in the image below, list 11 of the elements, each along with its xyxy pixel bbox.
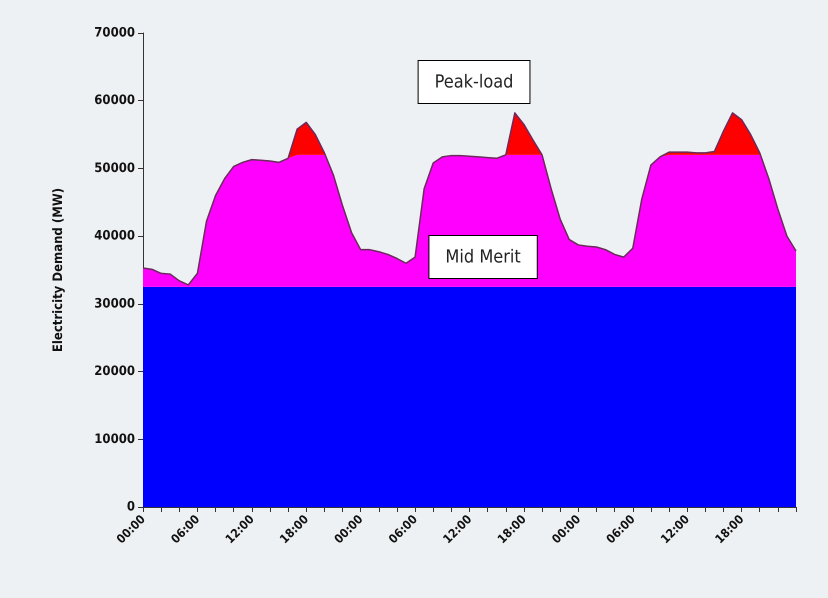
y-tick-label: 20000 — [94, 364, 135, 380]
y-tick-label: 10000 — [94, 432, 135, 447]
y-tick-label: 60000 — [94, 93, 135, 108]
y-axis-title: Electricity Demand (MW) — [51, 188, 66, 352]
y-tick-label: 50000 — [94, 160, 135, 176]
y-tick-label: 30000 — [94, 296, 135, 312]
y-tick-label: 0 — [126, 500, 135, 514]
y-tick-label: 40000 — [94, 228, 135, 244]
series-label: Mid Merit — [445, 246, 521, 268]
y-tick-label: 70000 — [94, 26, 135, 40]
series-label: Peak-load — [434, 72, 514, 92]
